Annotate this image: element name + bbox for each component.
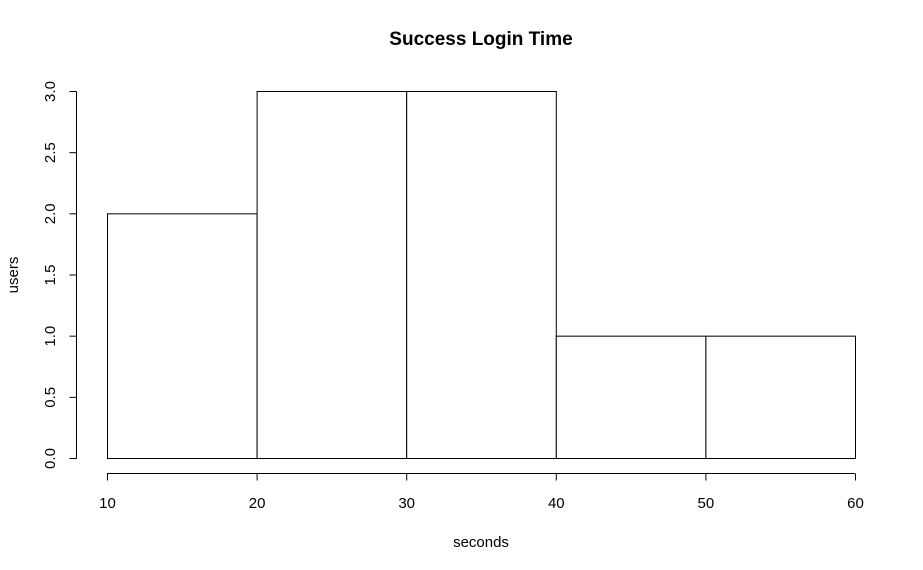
histogram-bar xyxy=(705,335,857,459)
x-tick-label: 10 xyxy=(99,495,116,512)
x-tick-label: 50 xyxy=(698,495,715,512)
x-tick-label: 60 xyxy=(847,495,864,512)
y-tick-label: 1.0 xyxy=(42,326,59,347)
x-axis-label: seconds xyxy=(453,534,509,551)
histogram-bar xyxy=(555,335,707,459)
y-tick-label: 2.0 xyxy=(42,203,59,224)
x-axis: 10 20 30 40 50 60 xyxy=(99,473,864,512)
x-tick-label: 30 xyxy=(398,495,415,512)
y-axis-label: users xyxy=(5,257,22,294)
y-tick-label: 2.5 xyxy=(42,142,59,163)
histogram-bar xyxy=(107,213,258,459)
bars-group xyxy=(107,91,857,459)
y-tick-label: 3.0 xyxy=(42,81,59,102)
x-tick-label: 20 xyxy=(249,495,266,512)
x-tick-label: 40 xyxy=(548,495,565,512)
chart-title: Success Login Time xyxy=(389,29,572,50)
histogram-bar xyxy=(256,91,408,459)
y-tick-label: 0.0 xyxy=(42,448,59,469)
y-axis: 0.0 0.5 1.0 1.5 2.0 2.5 3.0 xyxy=(42,81,77,469)
y-tick-label: 1.5 xyxy=(42,265,59,286)
histogram-bar xyxy=(406,91,557,459)
y-tick-label: 0.5 xyxy=(42,387,59,408)
